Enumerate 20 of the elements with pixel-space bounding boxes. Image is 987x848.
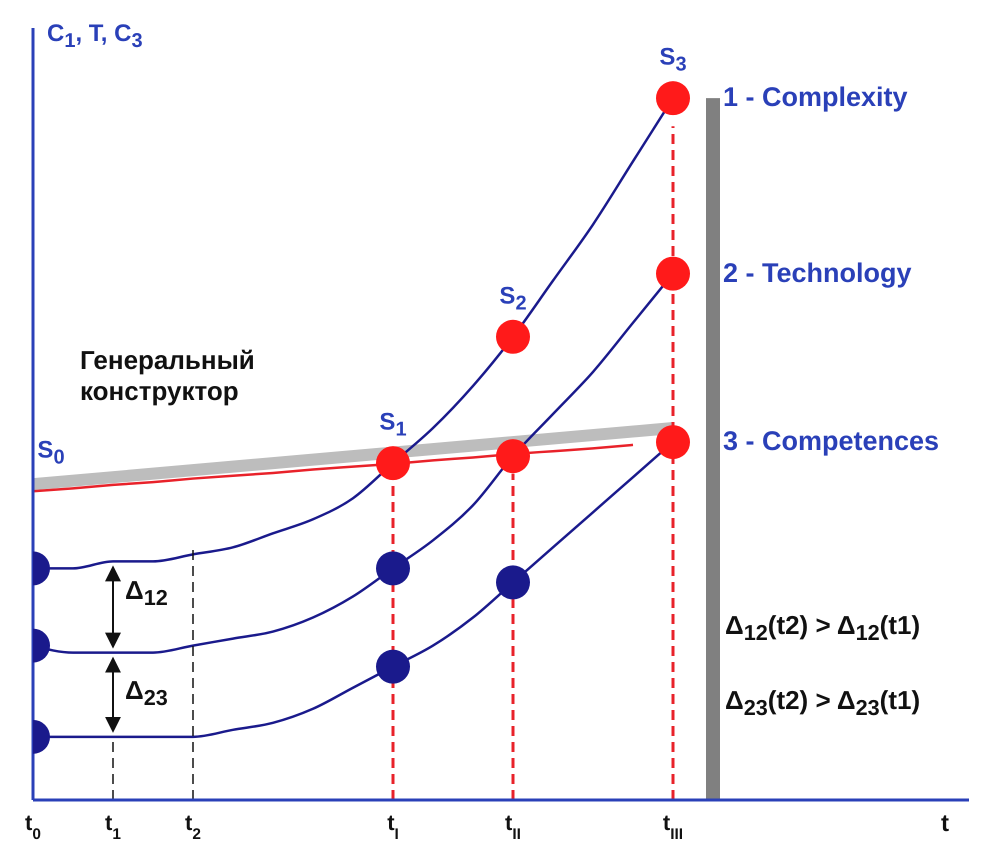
series-label: 1 - Complexity — [723, 82, 908, 114]
annotation: S$_{0}$ — [37, 436, 65, 470]
x-tick-label: t$_{1}$ — [105, 810, 122, 842]
series-label: 2 - Technology — [723, 258, 912, 289]
annotation: S$_{3}$ — [659, 44, 687, 77]
y-axis-title: C$_{1}$, T, C$_{3}$ — [47, 20, 143, 53]
x-tick-label: t$_{0}$ — [25, 810, 41, 842]
annotation: Δ$_{23}$(t2) > Δ$_{23}$(t1) — [725, 685, 920, 722]
x-tick-label: t$_{II}$ — [505, 810, 521, 842]
x-tick-label: t$_{III}$ — [662, 810, 684, 842]
x-tick-label: t$_{2}$ — [185, 810, 201, 842]
annotation: Δ$_{12}$ — [125, 575, 168, 612]
x-tick-label: t$_{I}$ — [387, 810, 399, 842]
annotation: Генеральный конструктор — [80, 345, 256, 408]
annotation: Δ$_{12}$(t2) > Δ$_{12}$(t1) — [725, 610, 920, 646]
series-label: 3 - Competences — [723, 426, 940, 458]
annotation: S$_{1}$ — [379, 408, 407, 442]
annotation: S$_{2}$ — [499, 282, 527, 316]
annotation: Δ$_{23}$ — [125, 675, 168, 712]
x-axis-title: t — [941, 810, 949, 838]
